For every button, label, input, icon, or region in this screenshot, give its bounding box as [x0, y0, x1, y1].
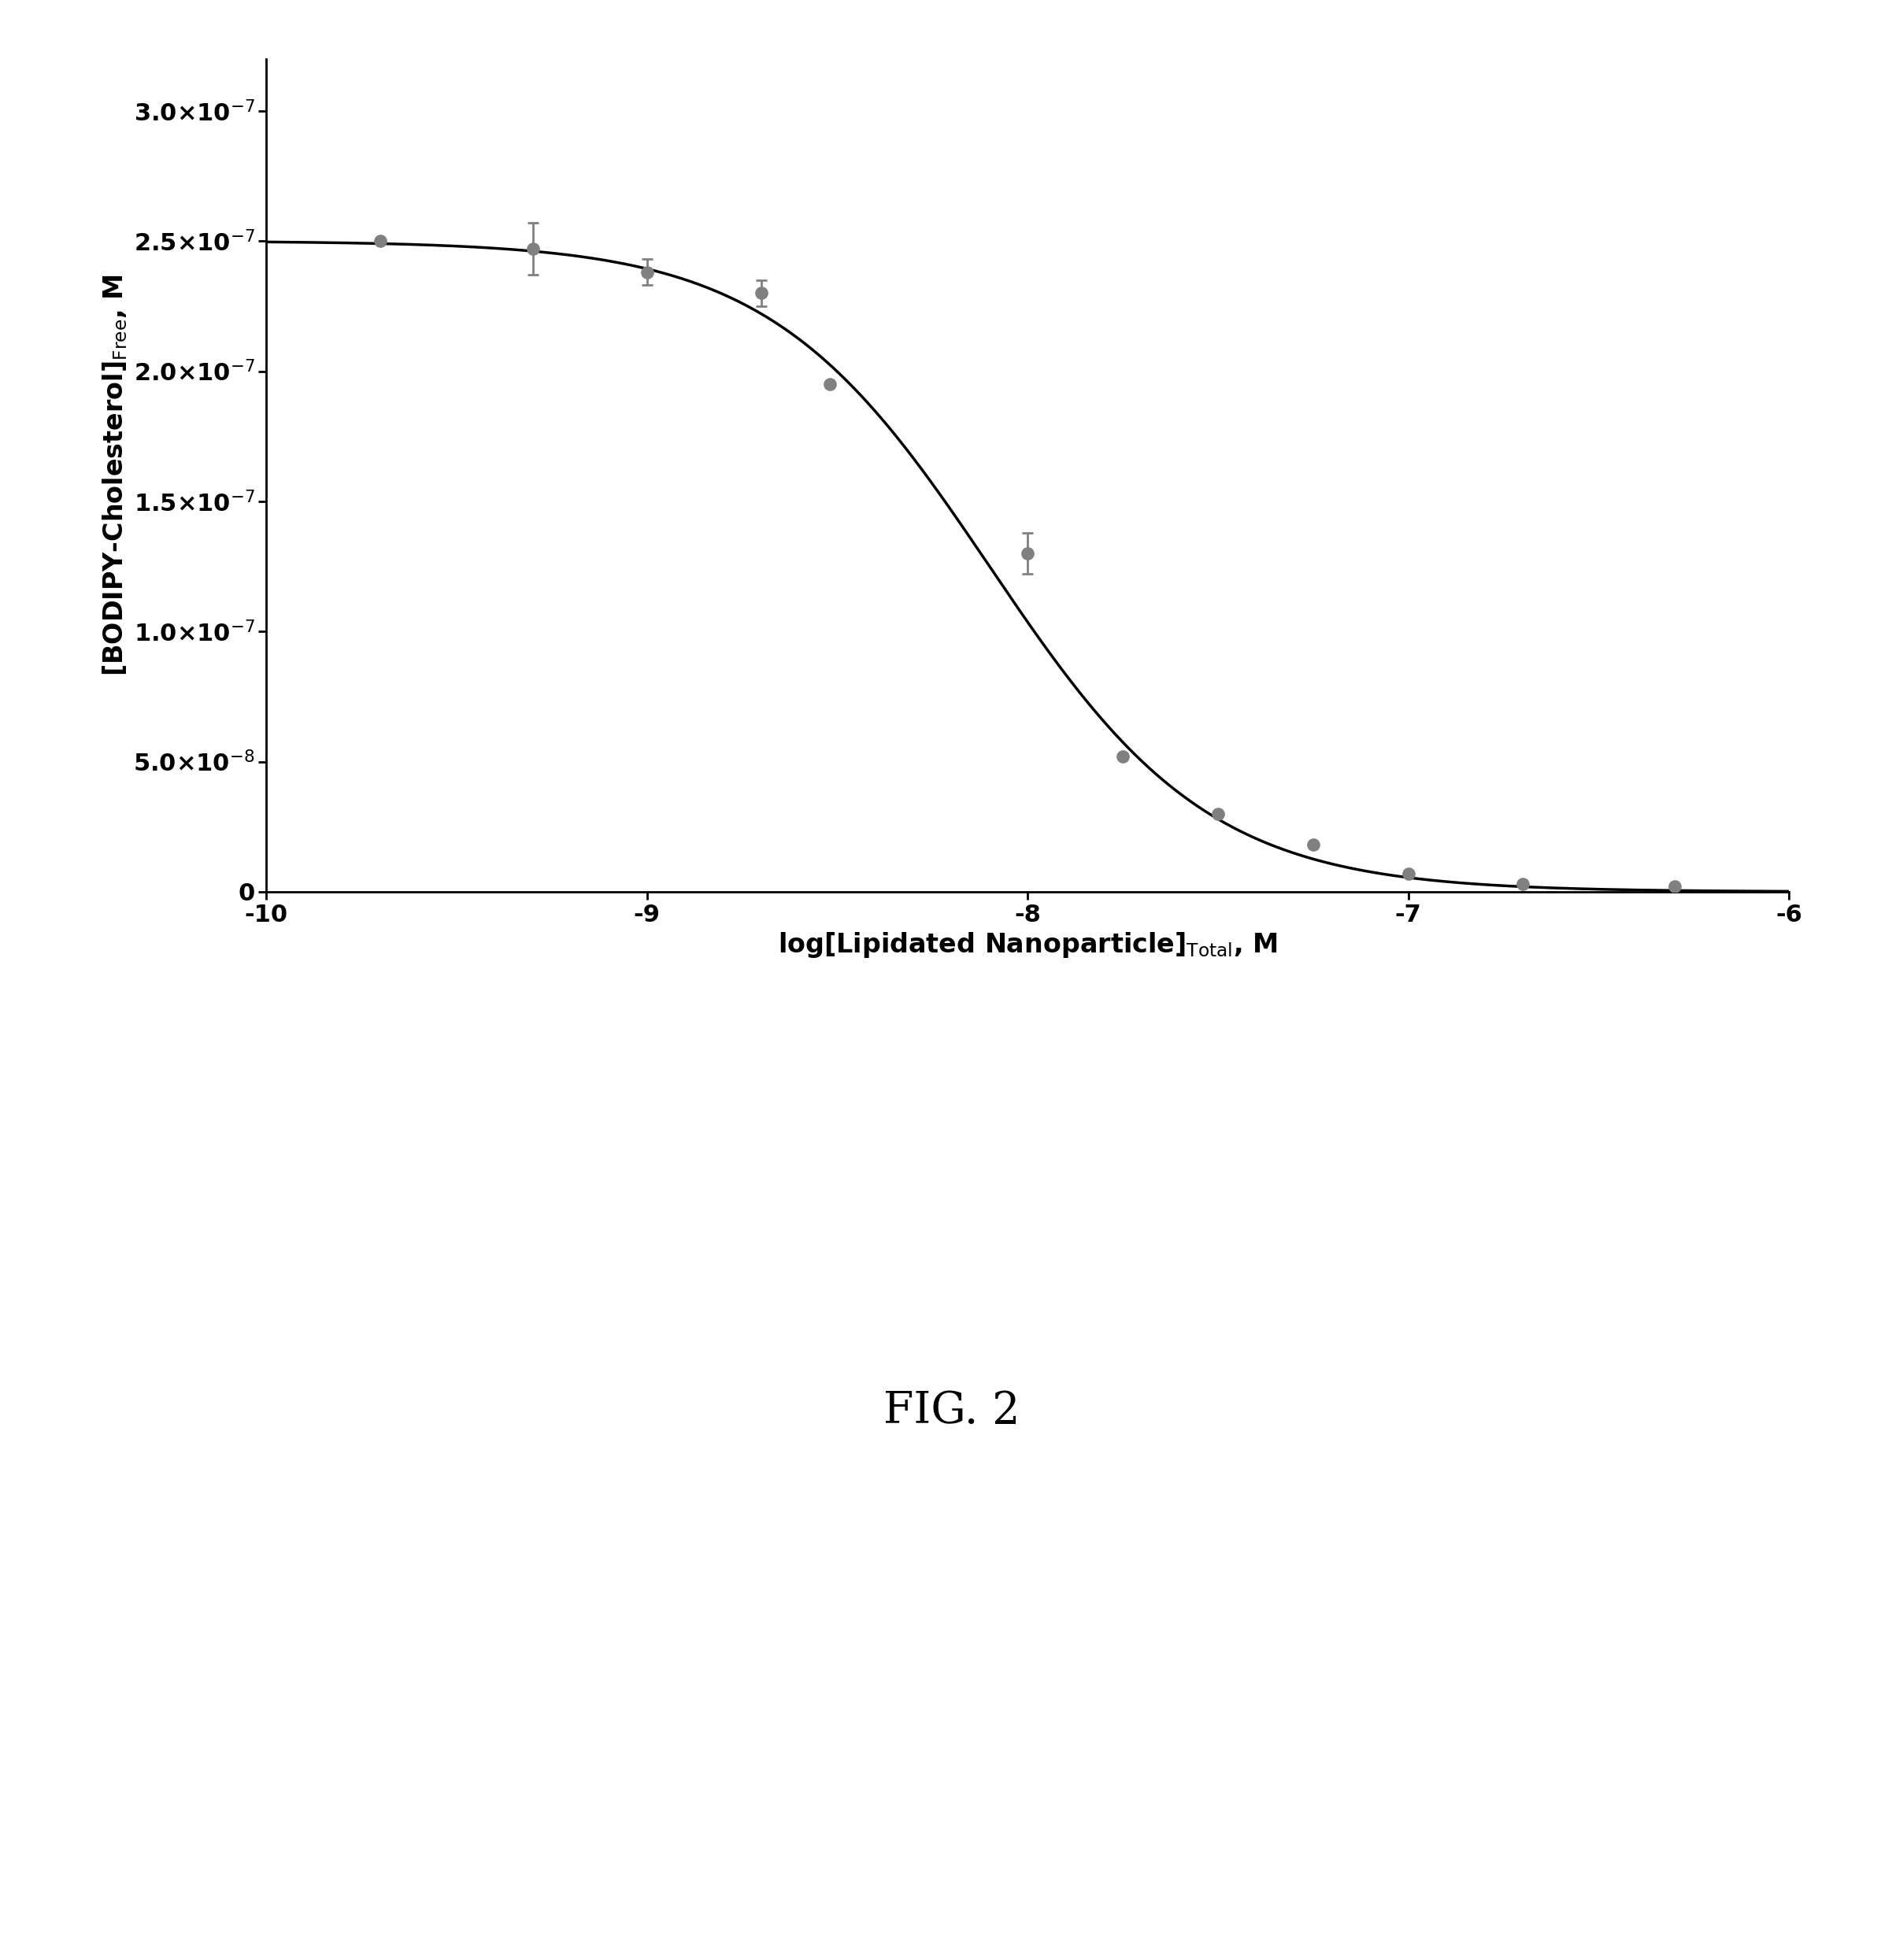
Y-axis label: [BODIPY-Cholesterol]$_{\mathrm{Free}}$, M: [BODIPY-Cholesterol]$_{\mathrm{Free}}$, … [101, 274, 129, 676]
X-axis label: log[Lipidated Nanoparticle]$_{\mathrm{Total}}$, M: log[Lipidated Nanoparticle]$_{\mathrm{To… [778, 931, 1277, 960]
Text: FIG. 2: FIG. 2 [883, 1390, 1020, 1433]
